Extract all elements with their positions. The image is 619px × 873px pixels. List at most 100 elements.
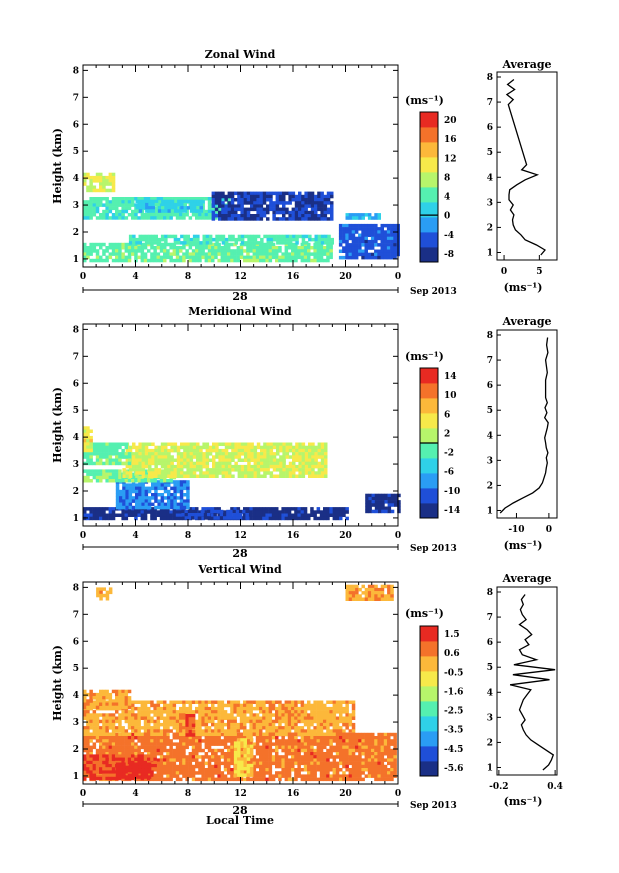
heatmap-cell <box>314 474 318 478</box>
heatmap-cell <box>86 758 90 762</box>
heatmap-cell <box>301 207 305 212</box>
heatmap-cell <box>351 252 356 257</box>
heatmap-cell <box>196 209 200 213</box>
heatmap-cell <box>214 713 218 717</box>
heatmap-cell <box>271 246 276 250</box>
heatmap-cell <box>138 206 143 210</box>
heatmap-cell <box>198 510 202 514</box>
heatmap-cell <box>224 455 229 459</box>
heatmap-cell <box>163 700 167 704</box>
heatmap-cell <box>230 758 234 762</box>
heatmap-cell <box>390 252 394 257</box>
heatmap-cell <box>127 745 132 750</box>
heatmap-cell <box>169 771 173 775</box>
heatmap-cell <box>268 739 273 743</box>
heatmap-cell <box>145 199 149 204</box>
heatmap-cell <box>223 246 228 250</box>
heatmap-cell <box>371 764 375 769</box>
heatmap-cell <box>383 233 388 237</box>
heatmap-cell <box>265 748 269 753</box>
heatmap-cell <box>102 706 106 711</box>
heatmap-cell <box>127 452 132 456</box>
heatmap-cell <box>217 748 221 753</box>
heatmap-cell <box>313 703 317 708</box>
heatmap-cell <box>211 204 216 208</box>
heatmap-cell <box>204 507 209 511</box>
heatmap-cell <box>83 439 87 443</box>
heatmap-cell <box>380 742 385 746</box>
x-tick-label: 8 <box>185 272 191 282</box>
heatmap-cell <box>374 506 379 510</box>
heatmap-cell <box>105 748 109 753</box>
heatmap-cell <box>141 486 145 491</box>
heatmap-cell <box>246 214 251 218</box>
heatmap-cell <box>159 742 164 746</box>
heatmap-cell <box>172 249 177 253</box>
heatmap-cell <box>159 713 164 717</box>
heatmap-cell <box>278 210 283 215</box>
heatmap-cell <box>310 755 314 759</box>
heatmap-cell <box>108 200 113 204</box>
heatmap-cell <box>218 191 222 196</box>
heatmap-cell <box>211 214 216 218</box>
heatmap-cell <box>345 516 349 521</box>
heatmap-cell <box>153 258 157 263</box>
heatmap-cell <box>380 745 385 750</box>
heatmap-cell <box>175 758 180 762</box>
heatmap-cell <box>182 771 186 775</box>
heatmap-cell <box>345 703 349 708</box>
heatmap-cell <box>207 732 212 737</box>
heatmap-cell <box>230 710 234 714</box>
heatmap-cell <box>291 252 295 256</box>
heatmap-cell <box>89 719 93 724</box>
heatmap-cell <box>204 197 209 201</box>
heatmap-cell <box>137 510 141 514</box>
heatmap-cell <box>186 502 190 507</box>
heatmap-cell <box>332 507 337 511</box>
heatmap-cell <box>102 513 106 517</box>
heatmap-cell <box>185 758 189 762</box>
heatmap-cell <box>383 249 388 253</box>
heatmap-cell <box>164 442 168 446</box>
heatmap-cell <box>308 461 312 466</box>
heatmap-cell <box>282 214 286 218</box>
heatmap-cell <box>316 700 321 704</box>
heatmap-cell <box>214 507 218 511</box>
heatmap-cell <box>95 197 100 201</box>
heatmap-cell <box>279 455 283 459</box>
heatmap-cell <box>374 493 379 498</box>
heatmap-cell <box>160 505 165 510</box>
heatmap-cell <box>239 748 244 753</box>
heatmap-cell <box>265 700 269 704</box>
heatmap-cell <box>118 745 122 750</box>
heatmap-cell <box>99 452 103 456</box>
heatmap-cell <box>118 739 122 743</box>
heatmap-cell <box>342 255 346 260</box>
heatmap-cell <box>183 199 187 204</box>
heatmap-cell <box>300 755 305 759</box>
heatmap-cell <box>301 241 306 245</box>
heatmap-cell <box>121 258 125 263</box>
heatmap-cell <box>342 761 346 766</box>
heatmap-cell <box>361 216 365 220</box>
heatmap-cell <box>348 213 353 217</box>
heatmap-cell <box>287 768 292 772</box>
heatmap-cell <box>303 703 308 708</box>
heatmap-cell <box>141 496 145 500</box>
heatmap-cell <box>134 249 138 253</box>
heatmap-region <box>211 191 334 221</box>
heatmap-cell <box>164 234 168 239</box>
heatmap-cell <box>207 203 212 207</box>
heatmap-cell <box>287 758 292 762</box>
heatmap-cell <box>390 246 394 250</box>
heatmap-cell <box>115 716 119 720</box>
heatmap-cell <box>111 448 116 453</box>
heatmap-cell <box>143 777 148 782</box>
heatmap-cell <box>105 200 109 204</box>
heatmap-cell <box>355 758 359 762</box>
heatmap-cell <box>332 710 337 714</box>
heatmap-cell <box>367 255 372 260</box>
heatmap-cell <box>159 774 164 778</box>
heatmap-cell <box>89 472 93 477</box>
heatmap-cell <box>205 471 210 475</box>
